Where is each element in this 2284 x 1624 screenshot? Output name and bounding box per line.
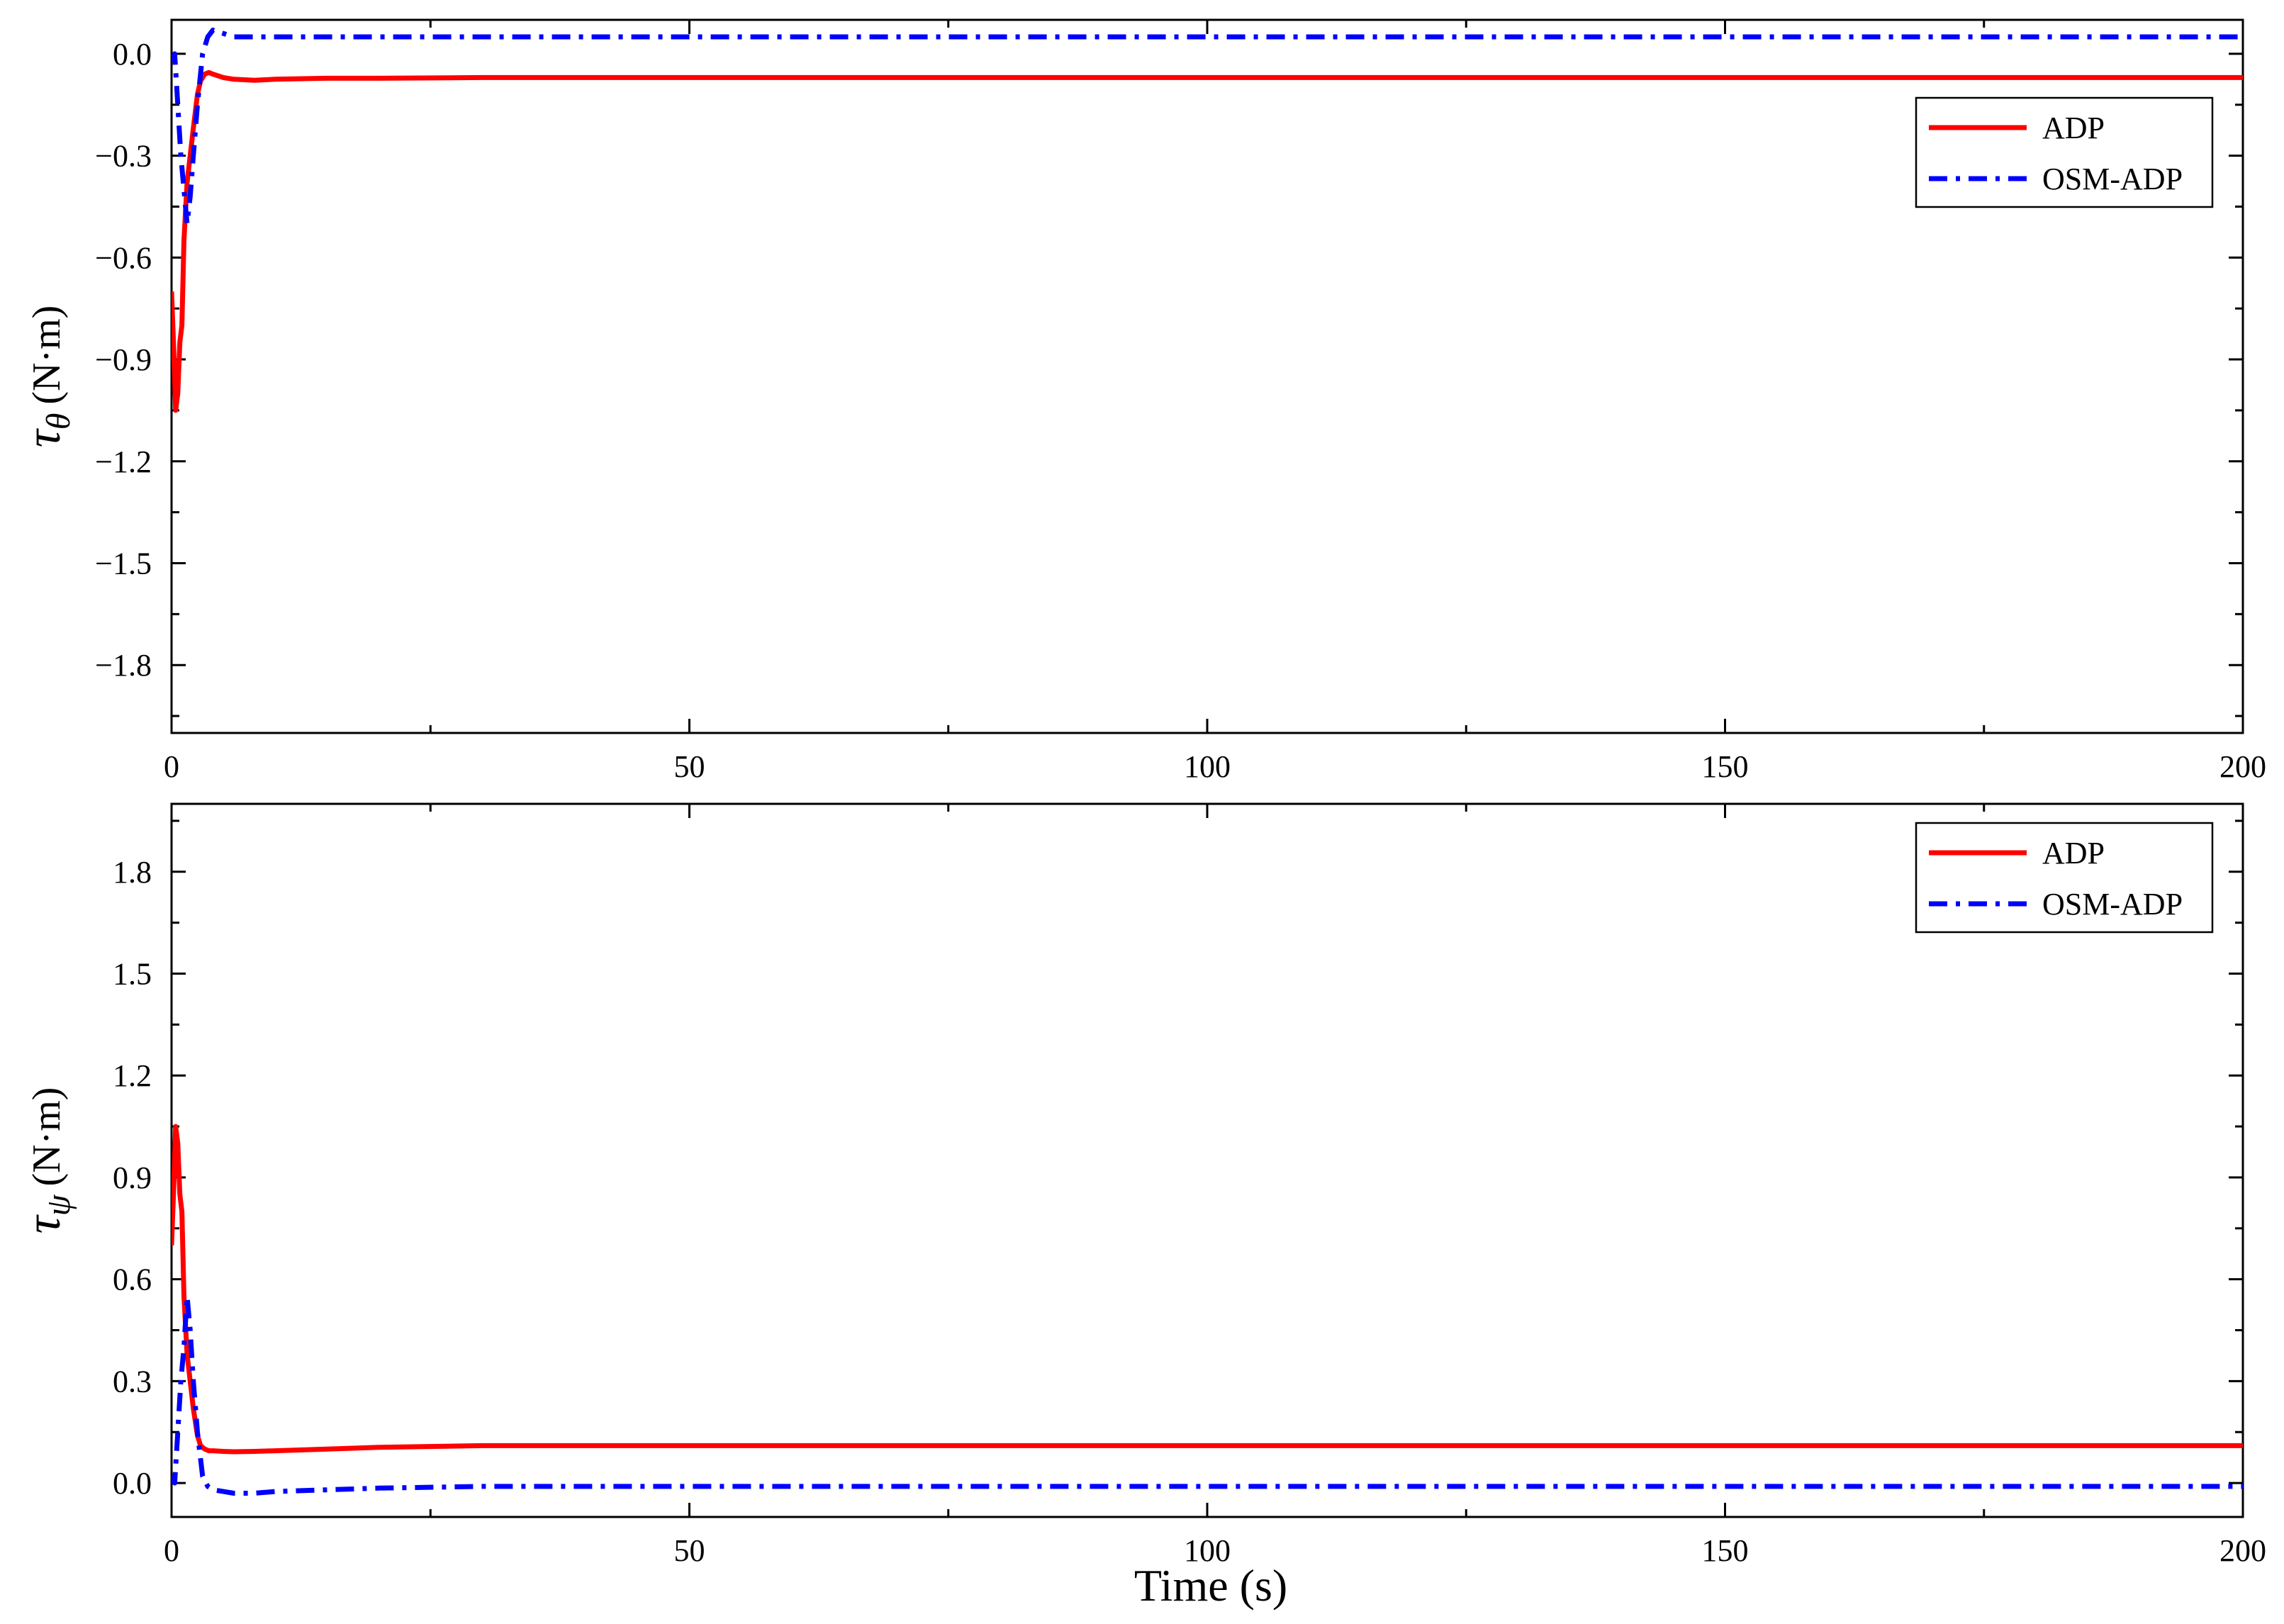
y-axis-symbol: τ <box>16 427 71 447</box>
series-layer <box>172 1124 2243 1496</box>
legend-label: ADP <box>2042 836 2105 870</box>
series-line-osm-adp <box>172 27 2243 226</box>
y-tick-label: 1.8 <box>113 855 152 890</box>
legend-box <box>1915 96 2214 208</box>
legend-label: OSM-ADP <box>2042 887 2183 922</box>
x-tick-label: 200 <box>2219 1533 2266 1568</box>
legend: ADP OSM-ADP <box>1915 96 2214 208</box>
x-tick-label: 150 <box>1702 1533 1749 1568</box>
y-tick-label: 0.9 <box>113 1160 152 1195</box>
x-tick-label: 150 <box>1702 749 1749 784</box>
y-tick-label: 0.0 <box>113 37 152 72</box>
top-panel-tau-theta: 0 50 100 150 200 0.0 −0.3 −0.6 −0.9 −1.2 −1.5 −1.8 τ… <box>16 18 2266 784</box>
x-tick-label: 50 <box>674 1533 705 1568</box>
y-tick-label: −1.8 <box>95 648 152 683</box>
y-tick-label: −0.6 <box>95 240 152 275</box>
y-tick-label: −1.2 <box>95 444 152 479</box>
y-tick-label: −1.5 <box>95 546 152 581</box>
legend-label: ADP <box>2042 111 2105 145</box>
y-axis-unit: (N·m) <box>25 306 69 405</box>
bottom-panel-tau-psi: 0 50 100 150 200 0.0 0.3 0.6 0.9 1.2 1.5 1.8 τψ (N·m)… <box>16 802 2266 1611</box>
series-line-osm-adp <box>172 1294 2243 1496</box>
y-axis-subscript: ψ <box>40 1194 77 1216</box>
x-tick-label: 200 <box>2219 749 2266 784</box>
x-tick-label: 100 <box>1184 1533 1231 1568</box>
y-axis-symbol: τ <box>16 1214 71 1233</box>
legend: ADP OSM-ADP <box>1915 822 2214 934</box>
y-tick-label: 1.2 <box>113 1058 152 1093</box>
y-tick-label: 1.5 <box>113 957 152 992</box>
x-tick-label: 100 <box>1184 749 1231 784</box>
y-axis-title: τψ (N·m) <box>16 1087 77 1234</box>
series-line-adp <box>172 1124 2243 1455</box>
y-axis-unit: (N·m) <box>25 1087 69 1187</box>
y-tick-label: −0.3 <box>95 139 152 174</box>
x-tick-label: 0 <box>164 749 179 784</box>
legend-box <box>1915 822 2214 934</box>
y-tick-label: 0.6 <box>113 1262 152 1297</box>
y-tick-label: 0.3 <box>113 1364 152 1399</box>
series-layer <box>172 27 2243 413</box>
y-tick-label: 0.0 <box>113 1466 152 1501</box>
y-tick-label: −0.9 <box>95 342 152 377</box>
y-axis-subscript: θ <box>40 413 77 430</box>
y-axis-title: τθ (N·m) <box>16 306 77 448</box>
series-line-adp <box>172 69 2243 413</box>
legend-label: OSM-ADP <box>2042 162 2183 196</box>
x-axis-title: Time (s) <box>1134 1560 1287 1611</box>
x-tick-label: 50 <box>674 749 705 784</box>
x-tick-label: 0 <box>164 1533 179 1568</box>
